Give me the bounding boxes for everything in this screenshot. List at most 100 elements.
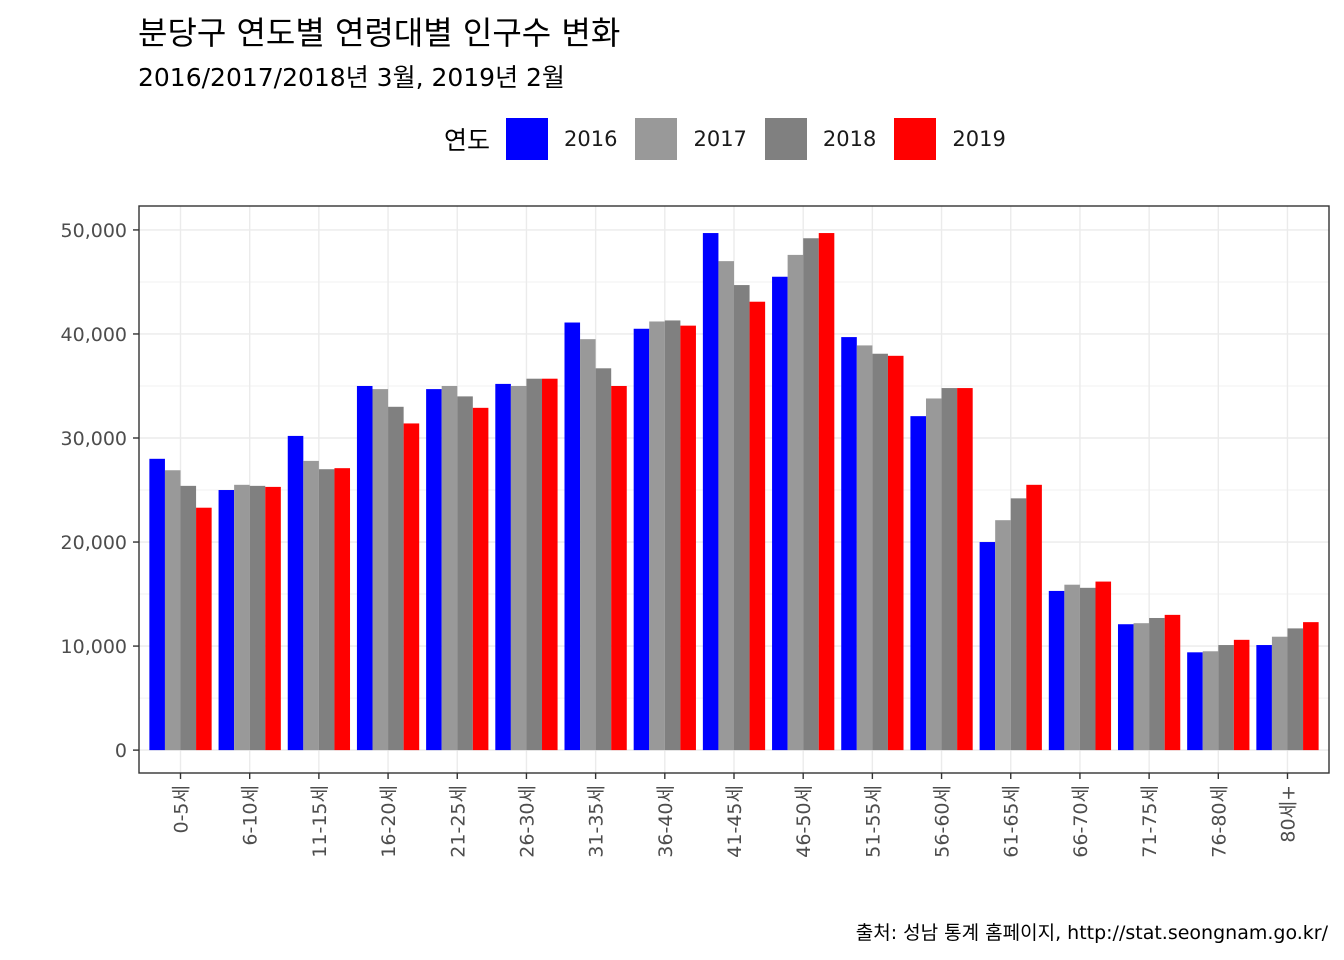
bar-2018-0 xyxy=(180,485,197,751)
legend-item-2018: 2018 xyxy=(764,118,880,160)
bar-2019-0 xyxy=(196,507,212,751)
bar-2018-8 xyxy=(734,285,750,751)
bar-2018-3 xyxy=(388,406,404,751)
bar-2017-15 xyxy=(1202,651,1219,751)
bar-2019-9 xyxy=(818,233,835,751)
bar-2017-5 xyxy=(510,385,527,751)
bar-2017-2 xyxy=(303,460,319,751)
bar-2019-15 xyxy=(1233,639,1250,751)
bar-2017-9 xyxy=(787,254,804,751)
legend-item-2016: 2016 xyxy=(506,118,621,160)
bar-2018-10 xyxy=(872,353,888,751)
x-tick-label: 76-80세 xyxy=(1208,785,1230,858)
bar-2018-14 xyxy=(1149,617,1165,751)
bar-2019-13 xyxy=(1095,581,1112,751)
x-tick-label: 66-70세 xyxy=(1070,785,1092,858)
legend-swatch-2017 xyxy=(635,118,678,160)
bar-2019-16 xyxy=(1303,622,1319,751)
bar-2017-3 xyxy=(372,389,389,751)
x-tick-label: 41-45세 xyxy=(724,785,746,858)
bar-2019-12 xyxy=(1026,484,1042,751)
bar-2017-14 xyxy=(1133,623,1150,751)
legend-label-2019: 2019 xyxy=(952,127,1006,151)
bar-2018-15 xyxy=(1218,645,1234,751)
bar-2016-15 xyxy=(1187,652,1203,751)
legend-swatch-2016 xyxy=(506,118,549,160)
bar-2019-10 xyxy=(887,355,904,751)
bar-2018-2 xyxy=(318,469,335,751)
x-tick-label: 71-75세 xyxy=(1139,785,1161,858)
bar-2019-5 xyxy=(542,378,558,751)
bar-2019-4 xyxy=(472,407,489,751)
bar-2017-0 xyxy=(164,470,181,751)
chart-title: 분당구 연도별 연령대별 인구수 변화 xyxy=(138,14,621,52)
bar-2016-6 xyxy=(564,322,581,751)
y-tick-label: 10,000 xyxy=(61,636,127,658)
bar-2018-5 xyxy=(526,378,543,751)
bar-2019-14 xyxy=(1164,614,1181,751)
bar-2018-1 xyxy=(249,485,266,751)
bar-2016-16 xyxy=(1256,645,1272,751)
y-tick-label: 40,000 xyxy=(61,324,127,346)
bar-2017-4 xyxy=(441,385,458,751)
bar-2017-10 xyxy=(856,345,873,751)
legend-item-2019: 2019 xyxy=(894,118,1009,160)
bar-2018-13 xyxy=(1079,587,1096,751)
bar-2017-11 xyxy=(925,398,942,751)
bar-2018-9 xyxy=(803,238,819,751)
legend-label-2017: 2017 xyxy=(693,127,747,151)
legend-swatch-2019 xyxy=(894,118,937,160)
x-tick-label: 16-20세 xyxy=(378,785,400,858)
x-tick-label: 21-25세 xyxy=(447,785,469,858)
bar-2016-1 xyxy=(218,490,235,751)
bar-2017-12 xyxy=(995,520,1011,751)
bar-2018-7 xyxy=(664,320,681,751)
x-tick-label: 80세+ xyxy=(1277,785,1299,843)
bar-2019-3 xyxy=(403,423,420,751)
y-tick-label: 0 xyxy=(115,740,127,762)
bar-2019-1 xyxy=(265,486,281,751)
legend-item-2017: 2017 xyxy=(635,118,750,160)
bar-2018-4 xyxy=(457,396,473,751)
bar-2019-2 xyxy=(334,468,351,751)
bar-2016-12 xyxy=(979,542,996,751)
chart-subtitle: 2016/2017/2018년 3월, 2019년 2월 xyxy=(138,63,565,92)
legend-label-2016: 2016 xyxy=(564,127,618,151)
bar-2016-7 xyxy=(633,328,650,751)
bar-2016-3 xyxy=(356,385,373,751)
bar-2016-2 xyxy=(287,435,304,751)
legend-label-2018: 2018 xyxy=(822,127,877,151)
bar-2019-8 xyxy=(749,301,766,751)
x-tick-label: 6-10세 xyxy=(240,785,262,846)
legend-swatch-2018 xyxy=(764,118,807,160)
bar-2016-11 xyxy=(910,416,926,751)
bar-2017-6 xyxy=(580,339,596,751)
x-tick-label: 11-15세 xyxy=(309,785,331,858)
bar-2016-13 xyxy=(1048,590,1065,751)
bar-2018-12 xyxy=(1010,498,1027,751)
bar-2016-5 xyxy=(495,383,511,751)
x-tick-label: 56-60세 xyxy=(932,785,954,858)
bar-2018-11 xyxy=(941,388,958,751)
y-tick-label: 20,000 xyxy=(61,532,127,554)
y-tick-label: 50,000 xyxy=(61,220,127,242)
x-tick-label: 31-35세 xyxy=(586,785,608,858)
bar-2017-7 xyxy=(649,321,665,751)
bar-2017-16 xyxy=(1271,636,1288,751)
legend-title: 연도 xyxy=(444,126,491,155)
x-tick-label: 51-55세 xyxy=(862,785,884,858)
x-tick-label: 46-50세 xyxy=(793,785,815,858)
bar-2016-9 xyxy=(772,276,788,751)
x-tick-label: 26-30세 xyxy=(516,785,538,858)
x-tick-label: 36-40세 xyxy=(655,785,677,858)
bar-2016-4 xyxy=(426,389,442,751)
bar-2016-8 xyxy=(702,233,719,751)
bar-2016-14 xyxy=(1117,624,1134,751)
bar-2019-11 xyxy=(957,388,973,751)
x-tick-label: 61-65세 xyxy=(1001,785,1023,858)
bar-2018-16 xyxy=(1287,628,1304,751)
bar-2017-8 xyxy=(718,261,734,751)
bar-2016-0 xyxy=(149,458,165,751)
x-tick-label: 0-5세 xyxy=(171,785,193,834)
